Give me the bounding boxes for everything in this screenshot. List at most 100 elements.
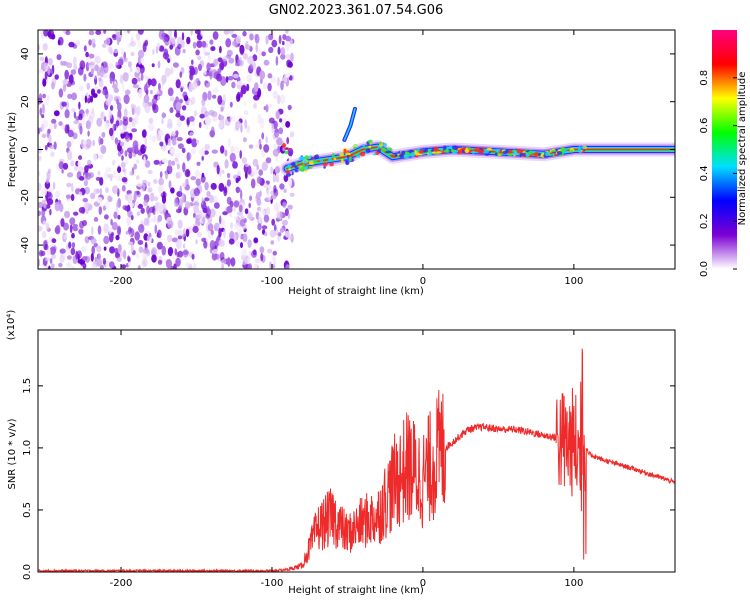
noise-blob (48, 265, 51, 269)
noise-blob (92, 43, 96, 48)
y-tick-label: -40 (20, 237, 31, 253)
noise-blob (91, 226, 94, 235)
noise-blob (124, 108, 128, 118)
noise-blob (170, 187, 175, 194)
noise-blob (209, 194, 214, 203)
noise-blob (223, 30, 230, 35)
y-tick-label: -20 (20, 189, 31, 205)
noise-blob (272, 250, 277, 256)
noise-blob (263, 214, 270, 223)
noise-blob (86, 159, 92, 166)
noise-blob (105, 98, 112, 106)
x-tick-label: 100 (564, 578, 583, 589)
ridge-speckle (348, 154, 354, 157)
noise-blob (270, 75, 277, 84)
noise-blob (115, 234, 120, 241)
ridge-speckle (323, 166, 326, 169)
noise-blob (120, 48, 124, 56)
noise-blob (192, 212, 196, 218)
noise-blob (179, 115, 185, 121)
noise-blob (137, 30, 144, 35)
noise-blob (88, 64, 95, 69)
ridge-speckle (533, 152, 540, 158)
snr-panel: -200 -100 0 100 0.0 0.5 1.0 1.5 Height of stra… (6, 310, 676, 596)
noise-blob (170, 67, 174, 75)
noise-blob (287, 104, 292, 111)
noise-blob (134, 192, 138, 200)
noise-blob (126, 217, 132, 226)
noise-blob (181, 105, 187, 111)
noise-blob (184, 200, 190, 210)
noise-blob (165, 259, 172, 269)
noise-blob (147, 181, 151, 187)
noise-blob (179, 185, 182, 196)
noise-blob (112, 185, 119, 194)
ridge-speckle (304, 165, 309, 171)
noise-blob (167, 118, 173, 128)
spectrogram-y-ticks: -40 -20 0 20 40 (20, 48, 675, 253)
ridge-speckle (367, 139, 373, 143)
noise-blob (135, 32, 140, 41)
noise-blob (98, 136, 102, 146)
x-tick-label: 100 (564, 276, 583, 287)
noise-blob (186, 36, 191, 45)
noise-blob (263, 106, 266, 111)
noise-blob (227, 138, 231, 148)
noise-blob (228, 238, 235, 245)
noise-blob (210, 46, 216, 52)
noise-blob (202, 216, 206, 224)
noise-blob (47, 65, 51, 76)
noise-blob (243, 53, 248, 60)
noise-blob (151, 63, 155, 68)
noise-blob (254, 258, 261, 263)
noise-blob (136, 190, 140, 195)
noise-blob (246, 213, 253, 220)
noise-blob (116, 256, 122, 263)
noise-blob (90, 67, 94, 75)
noise-blob (246, 74, 252, 83)
noise-blob (209, 208, 216, 218)
noise-blob (219, 251, 225, 261)
noise-blob (175, 257, 181, 267)
noise-blob (130, 244, 134, 253)
noise-blob (66, 262, 72, 268)
noise-blob (240, 84, 247, 95)
ridge-speckle (340, 158, 344, 164)
noise-blob (94, 256, 98, 262)
noise-blob (203, 240, 208, 249)
noise-blob (49, 123, 54, 132)
noise-blob (114, 247, 119, 254)
noise-blob (239, 45, 245, 56)
ridge-speckle (308, 160, 315, 165)
noise-blob (232, 73, 239, 79)
noise-blob (248, 63, 254, 73)
noise-blob (234, 222, 239, 230)
noise-blob (247, 257, 251, 262)
noise-blob (285, 121, 291, 128)
noise-blob (158, 129, 164, 136)
noise-blob (172, 62, 179, 68)
noise-blob (222, 56, 228, 62)
noise-blob (147, 78, 152, 86)
noise-blob (141, 129, 147, 138)
noise-blob (115, 31, 123, 41)
noise-blob (279, 183, 285, 190)
noise-blob (121, 264, 127, 269)
ridge-speckle (281, 143, 287, 148)
noise-blob (263, 144, 270, 153)
ridge-speckle (417, 153, 423, 156)
noise-blob (98, 77, 102, 82)
noise-blob (192, 262, 197, 269)
noise-blob (240, 242, 243, 249)
noise-blob (238, 56, 243, 67)
noise-blob (147, 169, 153, 175)
noise-blob (127, 226, 132, 235)
noise-blob (108, 62, 114, 69)
noise-blob (258, 139, 263, 145)
noise-blob (176, 137, 183, 142)
noise-blob (65, 30, 71, 36)
noise-blob (219, 215, 222, 225)
noise-blob (157, 83, 161, 91)
noise-blob (283, 188, 287, 193)
